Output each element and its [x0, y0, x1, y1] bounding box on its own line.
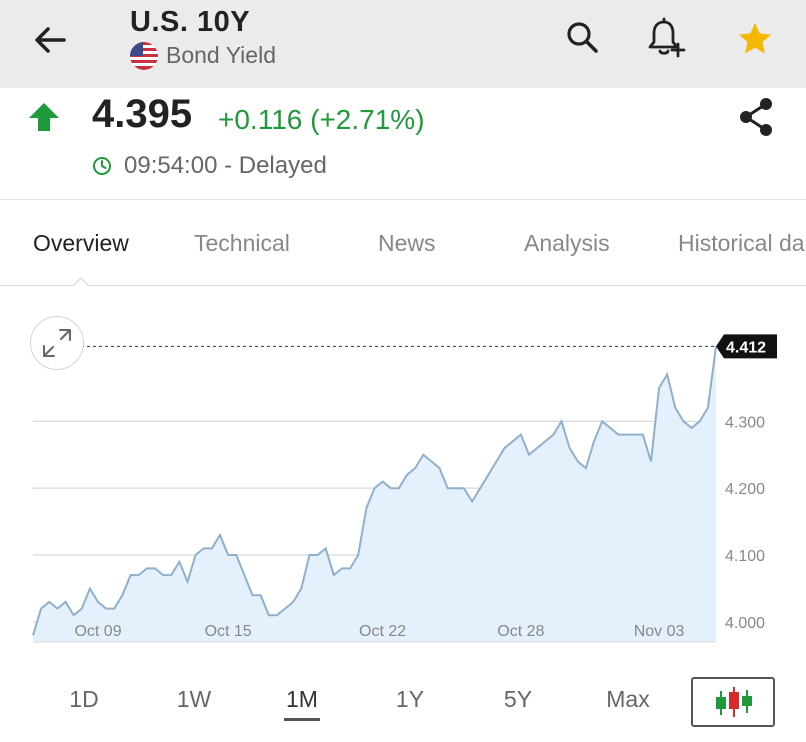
active-range-underline: [284, 718, 320, 721]
tab-bar: Overview Technical News Analysis Histori…: [0, 200, 806, 286]
price-chart[interactable]: 4.000 4.100 4.200 4.300 4.412 Oct 09 Oct 15 Oct…: [0, 286, 806, 666]
y-tick-label: 4.200: [725, 481, 765, 498]
expand-icon: [43, 329, 71, 357]
instrument-title: U.S. 10Y: [130, 6, 251, 38]
share-button[interactable]: [736, 96, 776, 143]
last-price: 4.395: [92, 92, 193, 136]
search-button[interactable]: [562, 18, 602, 63]
bell-plus-icon: [648, 17, 686, 58]
range-1m[interactable]: 1M: [286, 686, 318, 712]
instrument-subtitle: Bond Yield: [166, 42, 276, 68]
star-icon: [739, 23, 771, 54]
y-tick-label: 4.300: [725, 414, 765, 431]
active-tab-indicator-fill: [73, 279, 89, 287]
range-1d[interactable]: 1D: [69, 686, 99, 712]
back-button[interactable]: [30, 20, 74, 60]
range-5y[interactable]: 5Y: [503, 686, 533, 712]
tab-analysis[interactable]: Analysis: [524, 230, 610, 256]
current-value-tag: [716, 334, 777, 359]
quote-panel: 4.395 +0.116 (+2.71%) 09:54:00 - Delayed: [0, 88, 806, 200]
share-icon: [740, 98, 772, 136]
range-1w[interactable]: 1W: [176, 686, 212, 712]
y-tick-label: 4.100: [725, 548, 765, 565]
top-bar: U.S. 10Y Bond Yield: [0, 0, 806, 88]
price-change: +0.116 (+2.71%): [218, 104, 425, 135]
tab-historical-data[interactable]: Historical da: [678, 230, 805, 256]
quote-time: 09:54:00 - Delayed: [124, 152, 327, 179]
expand-chart-button[interactable]: [30, 316, 84, 370]
tab-news[interactable]: News: [378, 230, 436, 256]
tab-technical[interactable]: Technical: [194, 230, 290, 256]
chart-type-button[interactable]: [691, 677, 775, 727]
arrow-left-icon: [35, 27, 66, 53]
divider: [0, 199, 806, 200]
chart-area-fill: [33, 346, 716, 642]
y-tick-label: 4.000: [725, 615, 765, 632]
watchlist-star-button[interactable]: [736, 20, 774, 63]
x-tick-label: Oct 09: [74, 623, 121, 640]
search-icon: [567, 22, 598, 53]
candlestick-chart-icon: [716, 687, 752, 717]
x-tick-label: Oct 15: [205, 623, 252, 640]
x-tick-label: Oct 22: [359, 623, 406, 640]
chart-series-line: [32, 346, 717, 636]
range-max[interactable]: Max: [606, 686, 650, 712]
clock-icon: [92, 156, 112, 181]
tab-bar-border: [0, 285, 806, 286]
x-tick-label: Nov 03: [634, 623, 685, 640]
add-alert-button[interactable]: [644, 16, 690, 65]
x-tick-label: Oct 28: [497, 623, 544, 640]
tab-overview[interactable]: Overview: [33, 230, 129, 256]
up-arrow-icon: [28, 102, 60, 137]
time-range-selector: 1D 1W 1M 1Y 5Y Max: [0, 674, 806, 734]
us-flag-icon: [130, 42, 158, 70]
range-1y[interactable]: 1Y: [395, 686, 425, 712]
current-value-label: 4.412: [726, 339, 766, 356]
